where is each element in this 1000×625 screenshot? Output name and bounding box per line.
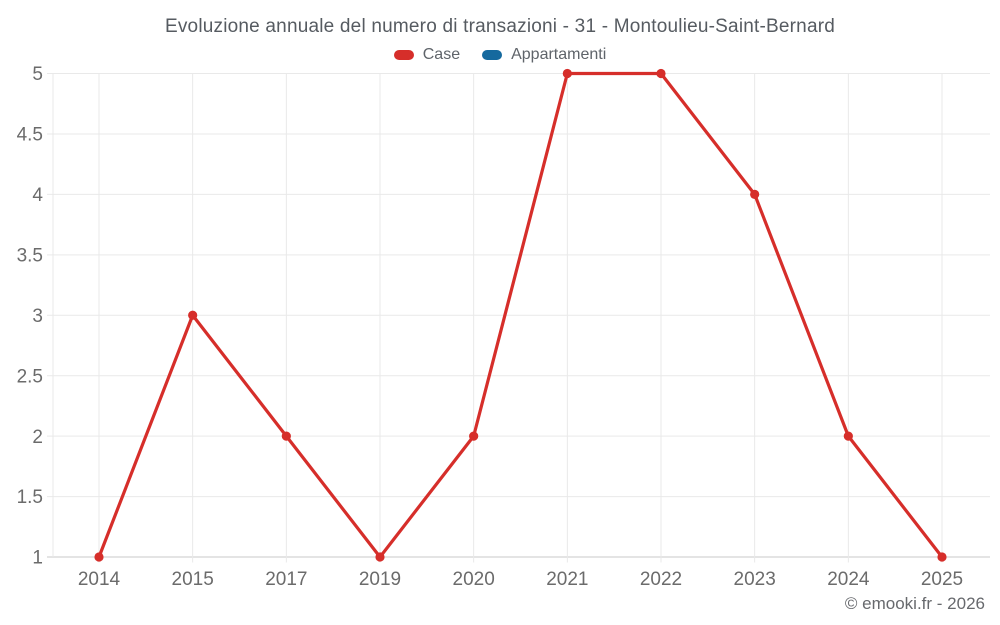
legend-label: Case — [422, 46, 461, 63]
y-axis-tick-label: 1.5 — [17, 487, 43, 508]
watermark: © emooki.fr - 2026 — [844, 594, 985, 613]
y-axis-tick-label: 4.5 — [17, 125, 43, 146]
chart-legend: Case Appartamenti — [0, 46, 1000, 64]
x-axis-tick-label: 2017 — [265, 569, 307, 590]
y-axis-tick-label: 3 — [32, 306, 43, 327]
x-axis-tick-label: 2021 — [546, 569, 588, 590]
x-axis-tick-label: 2025 — [921, 569, 963, 590]
data-point-case — [562, 68, 572, 79]
data-point-case — [281, 431, 291, 441]
y-axis-tick-label: 4 — [32, 185, 43, 206]
series-line-case — [97, 71, 944, 559]
data-point-case — [656, 68, 666, 79]
x-axis-tick-label: 2014 — [78, 569, 121, 590]
legend-label: Appartamenti — [511, 46, 607, 63]
y-axis-tick-label: 5 — [32, 64, 43, 85]
chart-title: Evoluzione annuale del numero di transaz… — [164, 16, 836, 37]
legend-item-case[interactable]: Case — [393, 46, 461, 64]
data-point-case — [188, 310, 198, 320]
data-point-case — [843, 431, 853, 441]
legend-swatch-appartamenti — [482, 50, 503, 60]
data-point-case — [94, 552, 104, 562]
y-axis-tick-label: 2.5 — [17, 366, 43, 387]
x-axis-tick-label: 2019 — [359, 569, 401, 590]
y-axis-tick-label: 2 — [32, 427, 43, 448]
data-point-case — [937, 552, 947, 562]
x-axis-tick-label: 2015 — [172, 569, 214, 590]
y-axis-tick-label: 3.5 — [17, 245, 43, 266]
x-axis-tick-label: 2020 — [453, 569, 495, 590]
data-point-case — [375, 552, 385, 562]
x-axis-tick-label: 2024 — [827, 569, 870, 590]
y-axis-tick-label: 1 — [32, 548, 43, 569]
x-axis-tick-label: 2023 — [734, 569, 776, 590]
legend-item-appartamenti[interactable]: Appartamenti — [482, 46, 606, 64]
data-point-case — [469, 431, 479, 441]
legend-swatch-case — [393, 50, 414, 60]
x-axis-tick-label: 2022 — [640, 569, 682, 590]
data-point-case — [750, 189, 760, 199]
